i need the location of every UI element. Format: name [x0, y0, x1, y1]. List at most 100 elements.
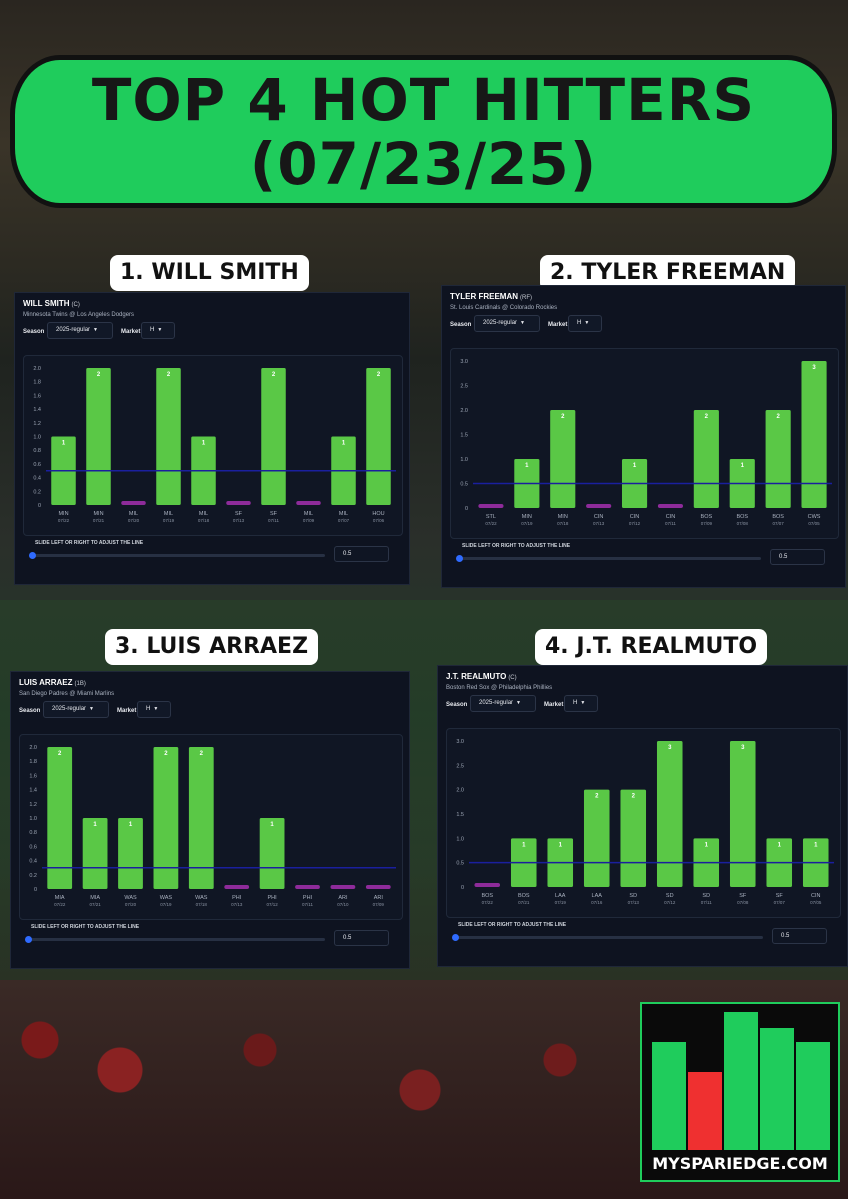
x-team-label: ARI — [374, 895, 384, 901]
x-team-label: LAA — [555, 893, 566, 899]
y-tick-label: 0 — [34, 887, 37, 893]
x-team-label: WAS — [160, 895, 173, 901]
x-date-label: 07/05 — [810, 900, 822, 905]
x-date-label: 07/11 — [302, 902, 313, 907]
player-position: (C) — [71, 302, 80, 308]
player-position: (RF) — [520, 295, 532, 301]
line-slider[interactable] — [27, 938, 325, 941]
x-date-label: 07/19 — [521, 521, 533, 526]
line-value-input[interactable]: 0.5 — [770, 549, 825, 565]
market-label: Market — [544, 702, 564, 708]
season-select[interactable]: 2025-regular ▼ — [43, 701, 109, 718]
market-select[interactable]: H ▼ — [141, 322, 175, 339]
y-tick-label: 0.2 — [29, 873, 37, 879]
x-team-label: CIN — [594, 514, 604, 520]
market-label: Market — [117, 708, 137, 714]
line-value-input[interactable]: 0.5 — [772, 928, 827, 944]
slider-handle[interactable] — [29, 552, 36, 559]
bar-value-label: 1 — [633, 463, 637, 469]
season-value: 2025-regular — [483, 320, 518, 326]
x-team-label: WAS — [195, 895, 208, 901]
zero-bar — [296, 501, 321, 505]
x-date-label: 07/18 — [198, 518, 210, 523]
hit-bar — [550, 410, 576, 508]
chevron-down-icon: ▼ — [157, 327, 163, 333]
bar-value-label: 1 — [778, 842, 782, 848]
x-date-label: 07/07 — [773, 521, 785, 526]
hit-bar — [620, 789, 647, 887]
line-value-input[interactable]: 0.5 — [334, 546, 389, 562]
hit-bar — [261, 368, 286, 505]
y-tick-label: 1.6 — [33, 393, 41, 399]
hit-bar — [765, 410, 791, 508]
player-tag-4: 4. J.T. REALMUTO — [535, 629, 768, 665]
player-name: WILL SMITH (C) — [23, 299, 80, 308]
player-name-text: LUIS ARRAEZ — [19, 678, 73, 687]
bar-value-label: 2 — [164, 751, 168, 757]
y-tick-label: 0.5 — [456, 861, 464, 867]
y-tick-label: 2.0 — [460, 408, 468, 414]
x-date-label: 07/12 — [629, 521, 641, 526]
line-slider[interactable] — [31, 554, 325, 557]
x-date-label: 07/12 — [664, 900, 676, 905]
line-value-input[interactable]: 0.5 — [334, 930, 389, 946]
x-date-label: 07/21 — [93, 518, 105, 523]
market-select[interactable]: H ▼ — [137, 701, 171, 718]
chevron-down-icon: ▼ — [153, 706, 159, 712]
zero-bar — [657, 504, 684, 508]
zero-bar — [224, 885, 250, 889]
player-name: LUIS ARRAEZ (1B) — [19, 678, 86, 687]
zero-bar — [586, 504, 612, 508]
x-team-label: WAS — [124, 895, 137, 901]
title-line-2: (07/23/25) — [249, 130, 598, 198]
title-banner: TOP 4 HOT HITTERS (07/23/25) — [10, 55, 837, 208]
slide-instruction: SLIDE LEFT OR RIGHT TO ADJUST THE LINE — [31, 924, 140, 930]
bar-value-label: 1 — [93, 822, 97, 828]
season-select[interactable]: 2025-regular ▼ — [470, 695, 536, 712]
y-tick-label: 2.0 — [29, 745, 37, 751]
x-team-label: BOS — [518, 893, 530, 899]
player-tag-1: 1. WILL SMITH — [110, 255, 309, 291]
market-select[interactable]: H ▼ — [568, 315, 602, 332]
x-team-label: SD — [666, 893, 674, 899]
bar-value-label: 2 — [561, 414, 565, 420]
x-date-label: 07/22 — [58, 518, 70, 523]
y-tick-label: 1.0 — [460, 457, 468, 463]
x-team-label: PHI — [232, 895, 242, 901]
slider-handle[interactable] — [456, 555, 463, 562]
x-team-label: CWS — [808, 514, 821, 520]
zero-bar — [226, 501, 251, 505]
y-tick-label: 1.2 — [29, 802, 37, 808]
season-select[interactable]: 2025-regular ▼ — [47, 322, 113, 339]
y-tick-label: 0.8 — [33, 448, 41, 454]
hit-bar — [153, 747, 179, 889]
market-label: Market — [121, 329, 141, 335]
x-date-label: 07/05 — [808, 521, 820, 526]
player-position: (1B) — [74, 681, 86, 687]
player-card-luis-arraez: LUIS ARRAEZ (1B) San Diego Padres @ Miami … — [10, 671, 410, 969]
y-tick-label: 0.4 — [29, 859, 37, 865]
y-tick-label: 0 — [465, 506, 468, 512]
x-team-label: PHI — [303, 895, 313, 901]
x-team-label: MIN — [58, 511, 68, 517]
x-team-label: STL — [486, 514, 496, 520]
x-date-label: 07/18 — [196, 902, 208, 907]
season-select[interactable]: 2025-regular ▼ — [474, 315, 540, 332]
x-date-label: 07/08 — [737, 900, 749, 905]
player-name-text: TYLER FREEMAN — [450, 292, 518, 301]
line-slider[interactable] — [458, 557, 761, 560]
title-line-1: TOP 4 HOT HITTERS — [91, 66, 756, 134]
x-date-label: 07/16 — [591, 900, 603, 905]
slider-handle[interactable] — [25, 936, 32, 943]
slider-handle[interactable] — [452, 934, 459, 941]
y-tick-label: 1.0 — [29, 816, 37, 822]
bar-value-label: 3 — [812, 365, 816, 371]
market-select[interactable]: H ▼ — [564, 695, 598, 712]
line-slider[interactable] — [454, 936, 763, 939]
matchup-text: Minnesota Twins @ Los Angeles Dodgers — [23, 312, 135, 318]
matchup-text: San Diego Padres @ Miami Marlins — [19, 691, 115, 697]
bar-value-label: 1 — [814, 842, 818, 848]
bar-value-label: 2 — [272, 372, 276, 378]
y-tick-label: 0 — [38, 503, 41, 509]
season-value: 2025-regular — [52, 706, 87, 712]
